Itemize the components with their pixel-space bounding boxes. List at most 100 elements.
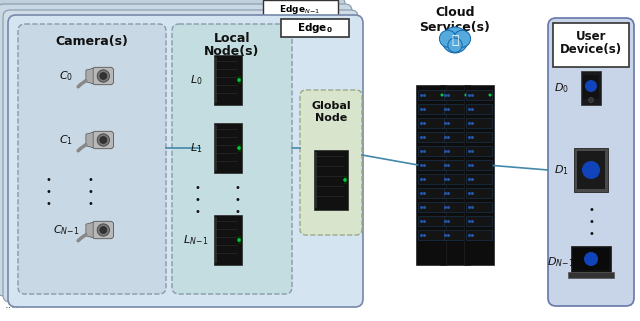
Bar <box>238 76 241 84</box>
Bar <box>466 216 492 226</box>
FancyBboxPatch shape <box>92 221 113 239</box>
Text: ⏻: ⏻ <box>451 33 459 47</box>
Bar <box>466 230 492 240</box>
Text: Local: Local <box>107 15 127 24</box>
Bar <box>442 216 468 226</box>
Bar <box>466 90 492 100</box>
Text: User: User <box>576 30 606 42</box>
Text: $L_{N\!-\!1}$: $L_{N\!-\!1}$ <box>183 233 209 247</box>
Text: •
•
•: • • • <box>588 205 594 239</box>
FancyBboxPatch shape <box>0 0 345 289</box>
Bar <box>418 146 444 156</box>
Bar <box>577 151 605 189</box>
Bar <box>418 174 444 184</box>
Text: $\mathbf{Edge}_{N\!-\!1}$: $\mathbf{Edge}_{N\!-\!1}$ <box>280 3 321 15</box>
Circle shape <box>97 224 109 236</box>
Bar <box>418 160 444 170</box>
Bar <box>238 144 241 152</box>
Bar <box>215 57 217 103</box>
Bar <box>442 118 468 128</box>
Bar <box>568 272 614 278</box>
Circle shape <box>584 252 598 266</box>
Text: Service(s): Service(s) <box>420 21 490 33</box>
Circle shape <box>488 93 492 97</box>
Bar <box>418 216 444 226</box>
Bar <box>583 75 599 99</box>
Polygon shape <box>86 132 93 148</box>
Text: $D_0$: $D_0$ <box>554 81 568 95</box>
Bar <box>442 174 468 184</box>
Bar <box>466 146 492 156</box>
Bar <box>573 248 609 270</box>
Text: $D_1$: $D_1$ <box>554 163 568 177</box>
Text: $L_0$: $L_0$ <box>189 73 202 87</box>
Bar <box>574 148 608 192</box>
Bar <box>442 146 468 156</box>
Text: Camera(s): Camera(s) <box>30 15 70 24</box>
Circle shape <box>237 238 241 242</box>
Bar <box>215 125 217 171</box>
Circle shape <box>589 98 593 102</box>
Circle shape <box>465 93 467 97</box>
Circle shape <box>448 38 462 52</box>
Bar <box>571 246 611 272</box>
Bar <box>442 202 468 212</box>
Bar <box>466 202 492 212</box>
Bar <box>238 236 241 244</box>
Bar <box>416 85 446 265</box>
Bar <box>214 123 242 173</box>
Bar <box>581 71 601 105</box>
Bar <box>418 118 444 128</box>
Bar <box>466 132 492 142</box>
Bar <box>442 104 468 114</box>
Bar <box>215 217 217 263</box>
Bar <box>418 188 444 198</box>
FancyBboxPatch shape <box>300 90 362 235</box>
FancyBboxPatch shape <box>548 18 634 306</box>
Text: $\mathbf{Edge_0}$: $\mathbf{Edge_0}$ <box>297 21 333 35</box>
Circle shape <box>100 227 107 233</box>
Text: •
•
•: • • • <box>234 183 240 217</box>
FancyBboxPatch shape <box>0 4 352 296</box>
Bar <box>553 23 629 67</box>
Text: Local: Local <box>214 31 250 45</box>
Circle shape <box>100 136 107 143</box>
Text: Global: Global <box>311 101 351 111</box>
Bar <box>442 188 468 198</box>
Bar <box>466 160 492 170</box>
Text: $L_1$: $L_1$ <box>190 141 202 155</box>
Bar <box>315 152 317 208</box>
Text: $C_1$: $C_1$ <box>59 133 73 147</box>
Bar <box>418 132 444 142</box>
FancyBboxPatch shape <box>3 10 358 302</box>
Text: Node: Node <box>315 113 347 123</box>
Bar <box>466 188 492 198</box>
FancyBboxPatch shape <box>8 15 363 307</box>
Bar <box>344 176 347 184</box>
Circle shape <box>237 146 241 150</box>
Text: Camera(s): Camera(s) <box>56 36 129 48</box>
Bar <box>314 150 348 210</box>
Bar <box>466 174 492 184</box>
FancyBboxPatch shape <box>92 67 113 85</box>
Text: Cloud: Cloud <box>435 6 475 20</box>
Bar <box>442 230 468 240</box>
FancyBboxPatch shape <box>172 24 292 294</box>
Bar <box>263 0 338 18</box>
Circle shape <box>442 27 468 53</box>
Bar <box>418 202 444 212</box>
Bar <box>442 90 468 100</box>
Polygon shape <box>86 222 93 238</box>
Bar <box>466 118 492 128</box>
Bar <box>418 90 444 100</box>
Text: Device(s): Device(s) <box>560 44 622 56</box>
Text: •
•
•: • • • <box>45 175 51 209</box>
Circle shape <box>97 70 109 82</box>
Bar <box>418 230 444 240</box>
Text: •
•
•: • • • <box>194 183 200 217</box>
Bar <box>214 55 242 105</box>
Bar <box>464 85 494 265</box>
Circle shape <box>237 78 241 82</box>
Circle shape <box>440 30 456 47</box>
Circle shape <box>440 93 444 97</box>
